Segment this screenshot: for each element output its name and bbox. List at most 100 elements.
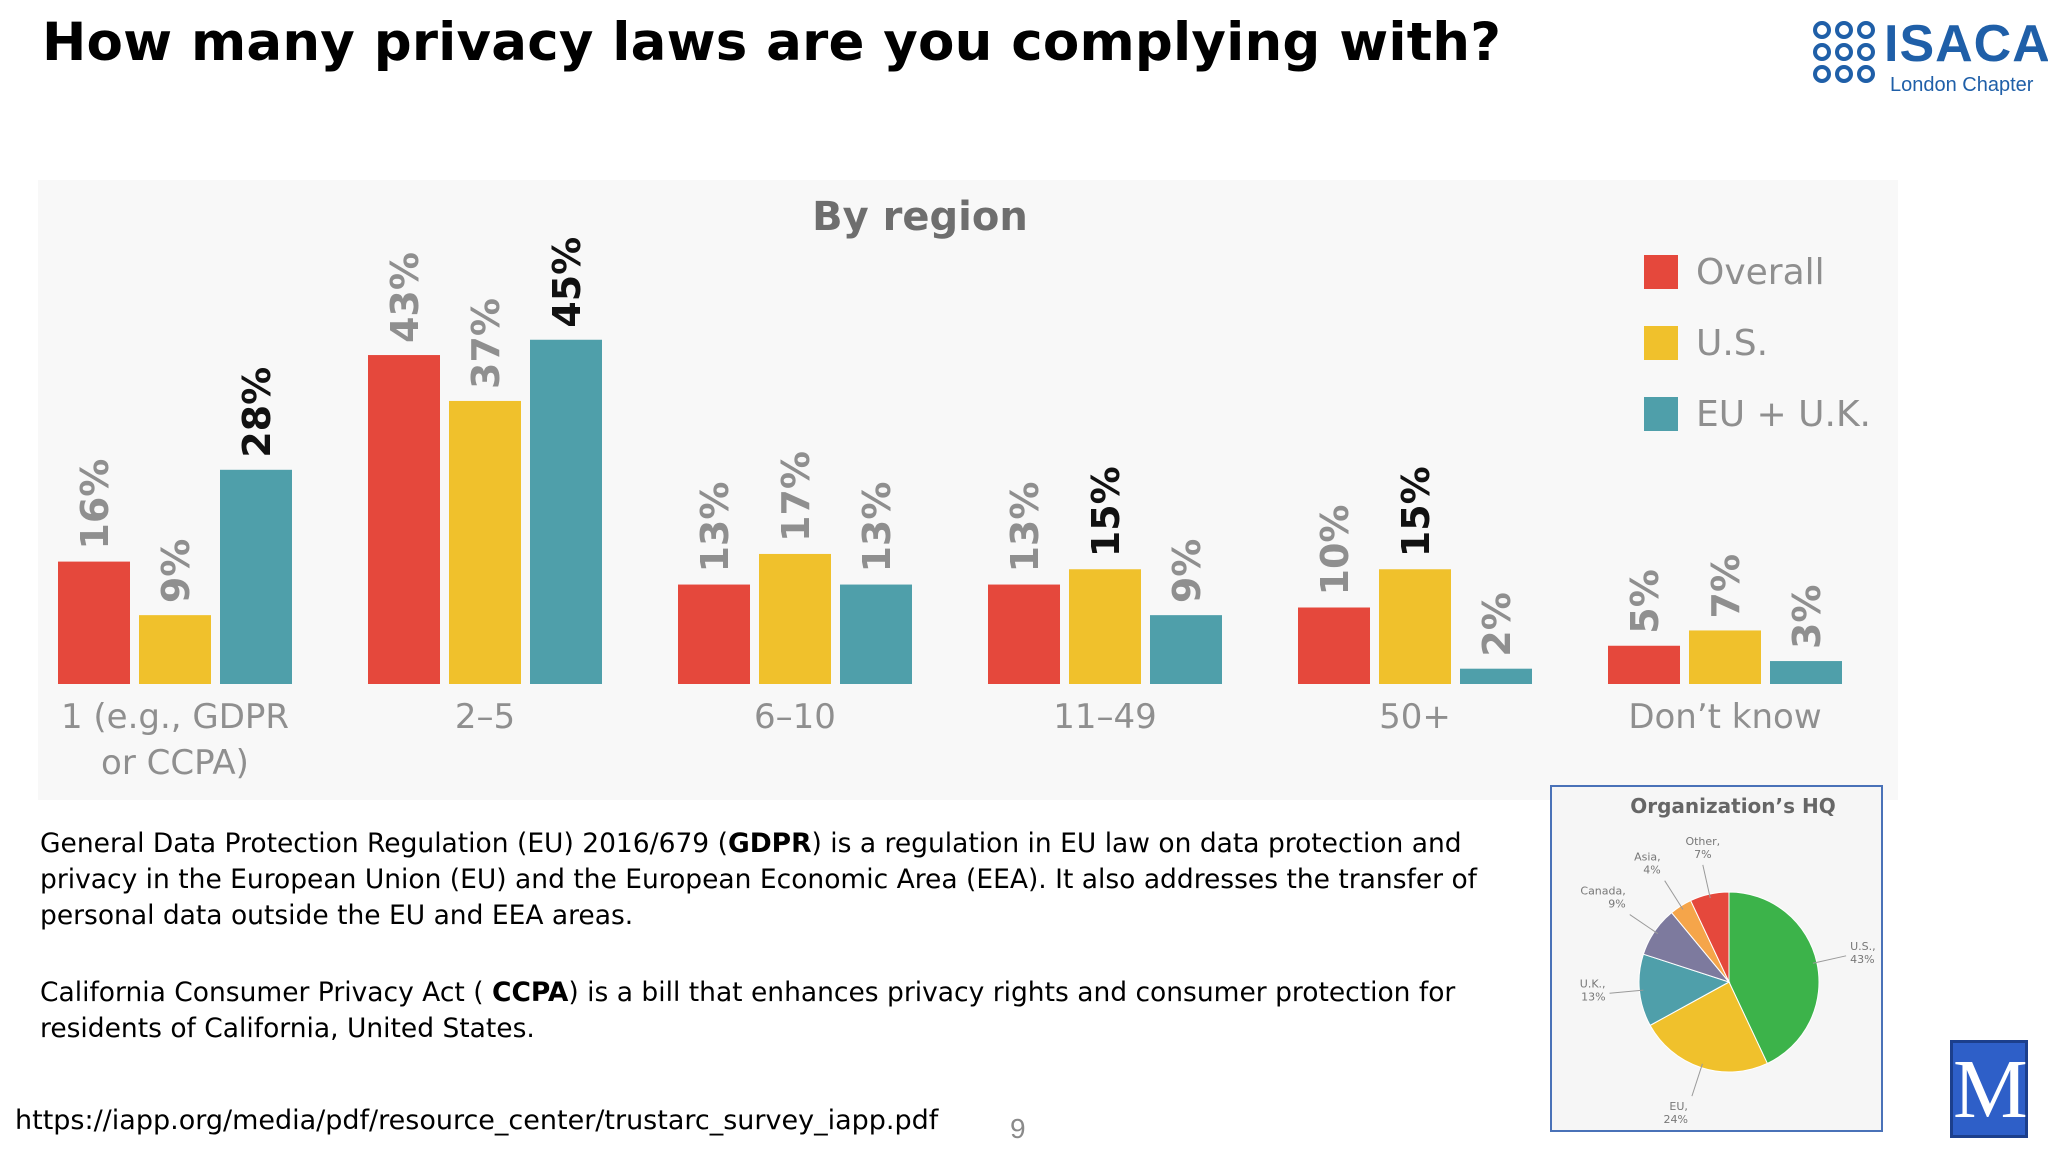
- bar-chart-title: By region: [812, 194, 1028, 240]
- bar-value-label: 13%: [693, 482, 737, 573]
- bar-value-label: 17%: [774, 451, 818, 542]
- isaca-logo-subtitle: London Chapter: [1890, 74, 2034, 96]
- pie-leader-line: [1812, 955, 1847, 964]
- legend-label: EU + U.K.: [1696, 394, 1871, 435]
- bar: [139, 615, 211, 684]
- bar-value-label: 10%: [1313, 505, 1357, 596]
- pie-slice-label: Canada, 9%: [1580, 885, 1625, 911]
- pie-slice-label-value: 9%: [1608, 898, 1625, 911]
- pie-slice-label-name: Asia,: [1634, 851, 1661, 864]
- bar-value-label: 9%: [154, 539, 198, 604]
- pie-leader-line: [1629, 914, 1659, 935]
- ccpa-term: CCPA: [492, 977, 569, 1008]
- bar: [1379, 569, 1451, 684]
- pie-slice-label-name: Canada,: [1580, 885, 1625, 898]
- bar-value-label: 13%: [855, 482, 899, 573]
- pie-slice-label: EU, 24%: [1663, 1100, 1687, 1126]
- x-tick-label: 6–10: [754, 697, 836, 737]
- pie-slice-label-name: U.K.,: [1580, 977, 1606, 990]
- pie-slice-label-name: U.S.,: [1850, 940, 1876, 953]
- x-tick-label-line: 6–10: [754, 697, 836, 737]
- pie-slice-label-name: Other,: [1685, 835, 1720, 848]
- isaca-logo-text: ISACA: [1884, 15, 2048, 73]
- ccpa-paragraph: California Consumer Privacy Act ( CCPA) …: [40, 975, 1480, 1047]
- bar: [58, 561, 130, 684]
- x-tick-label: 50+: [1379, 697, 1451, 737]
- x-tick-label-line: 1 (e.g., GDPR: [61, 697, 289, 737]
- isaca-logo: ISACA London Chapter: [1810, 14, 2048, 104]
- bar: [1608, 645, 1680, 684]
- legend-label: Overall: [1696, 252, 1825, 293]
- bar: [678, 584, 750, 684]
- gdpr-paragraph: General Data Protection Regulation (EU) …: [40, 826, 1480, 934]
- legend-swatch: [1644, 397, 1678, 431]
- bar: [840, 584, 912, 684]
- x-tick-label-line: 11–49: [1053, 697, 1157, 737]
- bar-value-label: 3%: [1785, 585, 1829, 650]
- pie-leader-line: [1691, 1063, 1703, 1097]
- pie-chart-title: Organization’s HQ: [1630, 794, 1836, 818]
- bar-value-label: 45%: [545, 237, 589, 328]
- pie-slice-label: Other, 7%: [1685, 835, 1720, 861]
- m-logo-icon: M: [1950, 1040, 2028, 1138]
- isaca-logo-icon: [1813, 21, 1875, 83]
- bar-value-label: 7%: [1704, 554, 1748, 619]
- bar: [1460, 668, 1532, 684]
- org-hq-inset: Organization’s HQ U.S., 43% EU, 24% U.K., 13% C…: [1550, 785, 1883, 1132]
- bar-value-label: 28%: [235, 367, 279, 458]
- org-hq-pie-chart: Organization’s HQ U.S., 43% EU, 24% U.K., 13% C…: [1580, 794, 1876, 1126]
- x-tick-label-line: or CCPA): [101, 743, 249, 783]
- bar: [530, 339, 602, 684]
- bar: [368, 355, 440, 684]
- x-tick-label: 11–49: [1053, 697, 1157, 737]
- bar-value-label: 13%: [1003, 482, 1047, 573]
- slide-title: How many privacy laws are you complying …: [42, 12, 1502, 73]
- bar: [1069, 569, 1141, 684]
- pie-slice-label-value: 7%: [1694, 848, 1711, 861]
- bar: [449, 400, 521, 684]
- x-tick-label-line: 50+: [1379, 697, 1451, 737]
- bar-value-label: 15%: [1084, 466, 1128, 557]
- gdpr-text-post: ) is a regulation in EU law on data prot…: [40, 828, 1477, 931]
- pie-leader-line: [1609, 989, 1644, 994]
- legend-swatch: [1644, 326, 1678, 360]
- pie-slice-label-value: 13%: [1581, 990, 1605, 1003]
- x-tick-label: 2–5: [455, 697, 515, 737]
- bar: [1150, 615, 1222, 684]
- bar-value-label: 15%: [1394, 466, 1438, 557]
- x-tick-label-line: 2–5: [455, 697, 515, 737]
- x-tick-label: Don’t know: [1628, 697, 1821, 737]
- bar: [1298, 607, 1370, 684]
- gdpr-term: GDPR: [727, 828, 812, 859]
- legend-label: U.S.: [1696, 323, 1768, 364]
- bar: [988, 584, 1060, 684]
- legend-swatch: [1644, 255, 1678, 289]
- m-logo-letter: M: [1953, 1043, 2028, 1136]
- pie-slice-label: U.S., 43%: [1850, 940, 1876, 966]
- bar: [220, 469, 292, 684]
- bar: [1689, 630, 1761, 684]
- ccpa-text-pre: California Consumer Privacy Act (: [40, 977, 492, 1008]
- source-link[interactable]: https://iapp.org/media/pdf/resource_cent…: [15, 1105, 939, 1136]
- pie-leader-line: [1702, 864, 1711, 899]
- ccpa-text-post: ) is a bill that enhances privacy rights…: [40, 977, 1456, 1044]
- gdpr-text-pre: General Data Protection Regulation (EU) …: [40, 828, 728, 859]
- bar: [1770, 661, 1842, 684]
- pie-slice-label: U.K., 13%: [1580, 977, 1606, 1003]
- bar-value-label: 2%: [1475, 592, 1519, 657]
- bar-value-label: 43%: [383, 252, 427, 343]
- x-tick-label: 1 (e.g., GDPR or CCPA): [61, 697, 289, 783]
- x-tick-label-line: Don’t know: [1628, 697, 1821, 737]
- pie-slice-label-value: 4%: [1643, 864, 1660, 877]
- pie-slice-label-value: 24%: [1663, 1113, 1687, 1126]
- bar-value-label: 5%: [1623, 569, 1667, 634]
- pie-slice-label-value: 43%: [1850, 953, 1874, 966]
- pie-leader-line: [1664, 880, 1684, 910]
- pie-slice-label-name: EU,: [1669, 1100, 1688, 1113]
- bar-value-label: 9%: [1165, 539, 1209, 604]
- pie-slice-label: Asia, 4%: [1634, 851, 1661, 877]
- bar-chart-panel: By region 16% 9% 28% 1 (e.g., GDPR or CCPA) 43…: [38, 180, 1898, 800]
- bar: [759, 553, 831, 684]
- bar-chart: By region 16% 9% 28% 1 (e.g., GDPR or CCPA) 43…: [58, 194, 1871, 783]
- page-number: 9: [1010, 1113, 1026, 1144]
